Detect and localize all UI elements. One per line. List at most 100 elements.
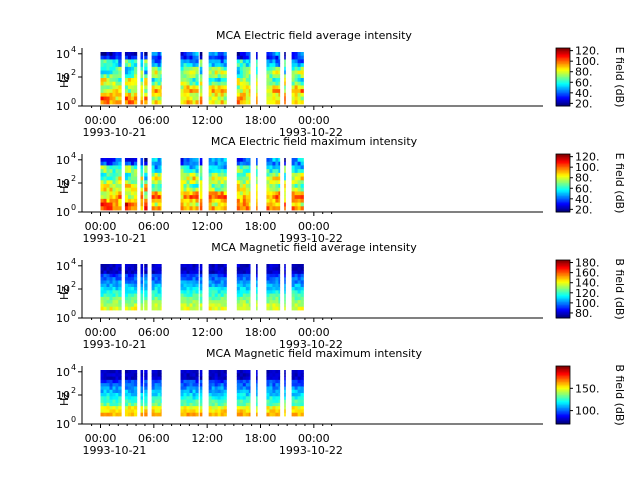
colorbar-segment [556,184,570,187]
colorbar-segment [556,307,570,310]
spectrogram-cell [109,161,113,166]
spectrogram-cell [103,402,107,407]
spectrogram-cell [100,187,104,192]
x-tick-label: 12:00 [191,114,223,127]
colorbar-frame [555,47,571,107]
spectrogram-cell [157,66,162,71]
spectrogram-cell [214,161,219,166]
colorbar-segment [556,194,570,197]
spectrogram-cell [223,176,227,181]
spectrogram-cell [124,370,129,374]
spectrogram-cell [195,195,199,200]
spectrogram-cell [157,52,162,57]
spectrogram-cell [297,393,302,397]
spectrogram-cell [115,396,119,400]
spectrogram-cell [248,379,251,384]
spectrogram-cell [291,300,296,304]
spectrogram-cell [151,306,156,311]
spectrogram-cell [133,89,138,94]
spectrogram-cell [151,187,156,192]
spectrogram-cell [297,399,302,404]
spectrogram-cell [100,290,104,294]
spectrogram-cell [269,55,273,60]
colorbar-segment [556,172,570,175]
colorbar-segment [556,399,570,402]
spectrogram-cell [180,158,184,163]
spectrogram-cell [192,293,196,298]
spectrogram-cell [195,303,199,308]
spectrogram-cell [242,63,247,68]
spectrogram-cell [195,100,199,105]
x-tick-label: 00:00 [85,432,117,445]
spectrogram-cell [183,264,187,268]
spectrogram-cell [248,303,251,308]
spectrogram-cell [160,85,162,90]
spectrogram-cell [103,280,107,285]
spectrogram-cell [115,195,119,200]
spectrogram-cell [118,180,122,185]
spectrogram-cell [157,100,162,105]
spectrogram-cell [151,169,156,174]
spectrogram-cell [272,273,276,278]
spectrogram-cell [144,70,148,75]
spectrogram-cell [294,370,299,374]
colorbar-segment [556,313,570,316]
spectrogram-cell [236,290,241,294]
spectrogram-cell [248,273,251,278]
spectrogram-cell [157,74,162,79]
spectrogram-cell [103,303,107,308]
spectrogram-cell [272,412,276,417]
spectrogram-cell [248,376,251,381]
spectrogram-cell [300,176,304,181]
spectrogram-cell [211,409,216,414]
spectrogram-cell [144,306,148,311]
spectrogram-cell [127,273,132,278]
spectrogram-cell [192,191,196,196]
y-tick-label: 10 [56,312,70,325]
spectrogram-cell [183,280,187,285]
spectrogram-cell [266,389,270,394]
spectrogram-cell [115,89,119,94]
spectrogram-cell [242,81,247,86]
spectrogram-cell [208,409,213,414]
spectrogram-cell [214,180,219,185]
spectrogram-cell [103,396,107,400]
colorbar-segment [556,294,570,297]
spectrogram-cell [124,52,129,57]
spectrogram-cell [115,85,119,90]
spectrogram-cell [272,306,276,311]
spectrogram-cell [192,74,196,79]
spectrogram-cell [211,379,216,384]
spectrogram-cell [112,386,116,391]
spectrogram-cell [236,300,241,304]
colorbar-tick-label: 40. [575,87,593,100]
spectrogram-cell [239,290,244,294]
spectrogram-cell [272,191,276,196]
spectrogram-cell [130,376,135,381]
spectrogram-cell [242,89,247,94]
y-tick-exponent: 0 [71,203,76,212]
spectrogram-cell [151,280,156,285]
spectrogram-cell [300,55,304,60]
spectrogram-cell [272,66,276,71]
spectrogram-cell [151,273,156,278]
colorbar-segment [556,304,570,307]
spectrogram-cell [199,66,203,71]
spectrogram-cell [278,191,281,196]
spectrogram-cell [266,383,270,387]
spectrogram-cell [199,396,203,400]
spectrogram-cell [242,409,247,414]
spectrogram-cell [157,386,162,391]
spectrogram-cell [186,303,190,308]
colorbar-segment [556,101,570,104]
spectrogram-cell [151,409,156,414]
spectrogram-cell [115,273,119,278]
spectrogram-cell [217,379,222,384]
y-tick-label: 10 [56,71,70,84]
spectrogram-cell [272,85,276,90]
spectrogram-cell [284,399,286,404]
spectrogram-cell [256,277,258,281]
spectrogram-cell [103,296,107,301]
spectrogram-cell [109,63,113,68]
spectrogram-cell [248,92,251,97]
